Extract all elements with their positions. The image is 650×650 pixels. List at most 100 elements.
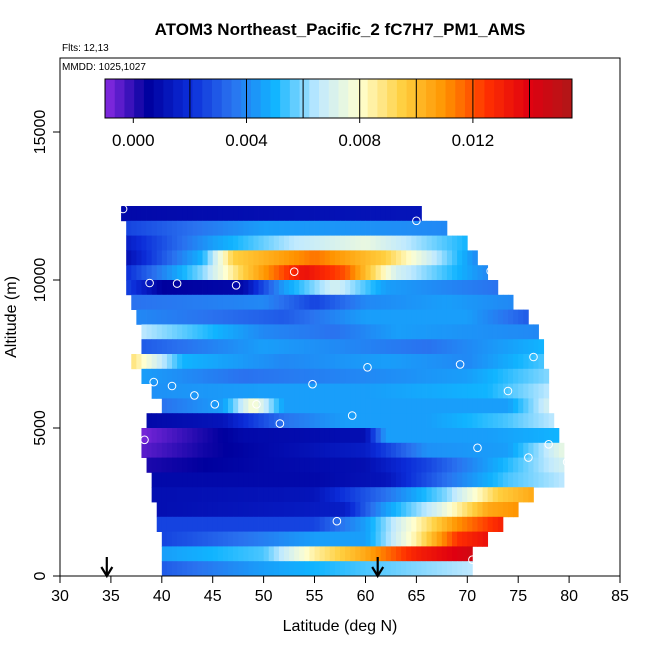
heatmap-cell [243,294,249,310]
heatmap-cell [390,413,397,429]
heatmap-cell [324,398,331,414]
heatmap-cell [263,324,270,340]
heatmap-cell [502,324,509,340]
heatmap-cell [253,339,259,355]
heatmap-cell [411,354,417,370]
heatmap-cell [406,220,412,236]
heatmap-cell [360,339,366,355]
colorbar-segment [426,79,437,118]
heatmap-cell [324,442,331,458]
heatmap-cell [467,487,473,503]
colorbar-segment [348,79,359,118]
heatmap-cell [217,502,224,518]
heatmap-cell [396,220,402,236]
heatmap-cell [248,516,254,532]
heatmap-cell [131,235,137,251]
heatmap-cell [375,235,382,251]
observation-point [503,386,513,396]
heatmap-cell [452,280,458,296]
heatmap-cell [314,383,321,399]
heatmap-cell [452,383,458,399]
heatmap-cell [345,516,351,532]
heatmap-cell [497,309,504,325]
heatmap-cell [518,398,524,414]
heatmap-cell [156,250,163,266]
heatmap-cell [513,472,519,488]
heatmap-cell [228,280,234,296]
heatmap-cell [146,309,153,325]
heatmap-cell [187,472,193,488]
heatmap-cell [538,368,545,384]
heatmap-cell [350,398,356,414]
heatmap-cell [375,472,382,488]
heatmap-cell [528,413,534,429]
heatmap-cell [299,457,305,473]
heatmap-cell [355,250,361,266]
heatmap-cell [314,546,321,562]
heatmap-cell [263,561,270,577]
heatmap-cell [360,442,366,458]
heatmap-cell [492,502,499,518]
heatmap-cell [324,428,331,444]
heatmap-cell [197,250,203,266]
heatmap-cell [233,516,239,532]
heatmap-cell [329,546,336,562]
heatmap-cell [319,561,326,577]
heatmap-cell [289,442,295,458]
heatmap-cell [156,442,163,458]
heatmap-cell [233,383,239,399]
heatmap-cell [314,220,321,236]
heatmap-cell [258,383,265,399]
heatmap-cell [406,235,412,251]
heatmap-cell [299,220,305,236]
heatmap-cell [238,206,244,222]
heatmap-cell [161,280,168,296]
heatmap-cell [334,398,341,414]
heatmap-cell [273,354,280,370]
heatmap-cell [141,235,147,251]
heatmap-cell [187,235,193,251]
heatmap-cell [187,531,193,547]
heatmap-cell [360,457,366,473]
heatmap-cell [385,339,392,355]
heatmap-cell [487,428,494,444]
heatmap-cell [492,294,499,310]
heatmap-cell [289,309,295,325]
heatmap-cell [324,354,331,370]
heatmap-cell [431,546,438,562]
heatmap-cell [294,516,300,532]
heatmap-cell [228,472,234,488]
heatmap-cell [482,531,489,547]
heatmap-cell [172,428,178,444]
heatmap-cell [406,324,412,340]
heatmap-cell [299,531,305,547]
heatmap-cell [350,428,356,444]
heatmap-cell [457,561,463,577]
heatmap-cell [273,516,280,532]
heatmap-cell [197,294,203,310]
colorbar-segment [163,79,174,118]
heatmap-cell [390,472,397,488]
heatmap-cell [401,235,407,251]
heatmap-cell [508,487,514,503]
heatmap-cell [345,457,351,473]
heatmap-cell [401,206,407,222]
heatmap-cell [289,383,295,399]
heatmap-cell [217,472,224,488]
observation-point [412,216,421,226]
colorbar-segment [319,79,330,118]
heatmap-cell [523,457,529,473]
heatmap-cell [426,472,433,488]
heatmap-cell [355,206,361,222]
heatmap-cell [172,561,178,577]
heatmap-cell [431,235,438,251]
heatmap-cell [141,280,147,296]
heatmap-cell [294,368,300,384]
heatmap-cell [166,339,173,355]
heatmap-cell [309,383,315,399]
heatmap-cell [258,428,265,444]
heatmap-cell [126,220,132,236]
heatmap-cell [365,368,371,384]
heatmap-cell [192,235,198,251]
